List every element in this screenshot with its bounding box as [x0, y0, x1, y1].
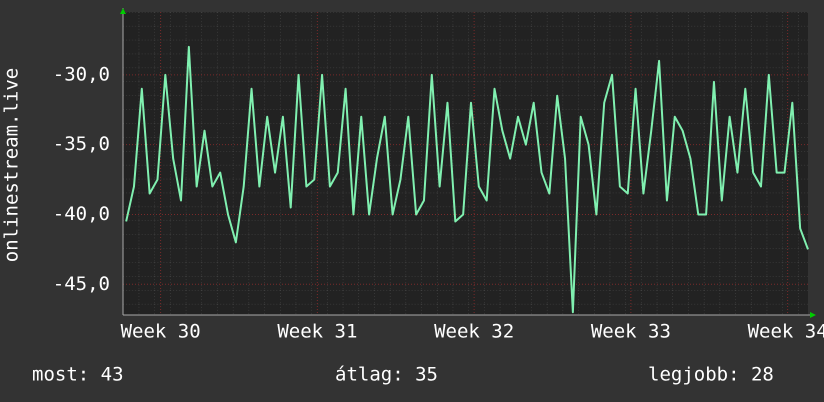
y-tick-label: -45,0: [53, 273, 110, 295]
axis-arrow: [120, 8, 126, 14]
y-axis-label: onlinestream.live: [1, 68, 23, 262]
footer-stat: most: 43: [32, 364, 124, 386]
axis-arrow: [810, 312, 816, 318]
minor-grid: [123, 12, 808, 315]
x-tick-label: Week 33: [591, 321, 671, 343]
x-tick-label: Week 32: [434, 321, 514, 343]
y-tick-label: -40,0: [53, 203, 110, 225]
footer-stat: legjobb: 28: [648, 364, 774, 386]
x-tick-label: Week 30: [121, 321, 201, 343]
y-tick-label: -35,0: [53, 133, 110, 155]
x-tick-label: Week 31: [277, 321, 357, 343]
grid: [123, 12, 808, 315]
series-line: [125, 45, 809, 314]
footer-stat: átlag: 35: [335, 364, 438, 386]
y-tick-label: -30,0: [53, 63, 110, 85]
plot: [125, 45, 809, 314]
x-tick-label: Week 34: [748, 321, 824, 343]
labels: -45,0 -40,0 -35,0 -30,0 Week 30 Week 31 Week 3…: [32, 63, 824, 385]
